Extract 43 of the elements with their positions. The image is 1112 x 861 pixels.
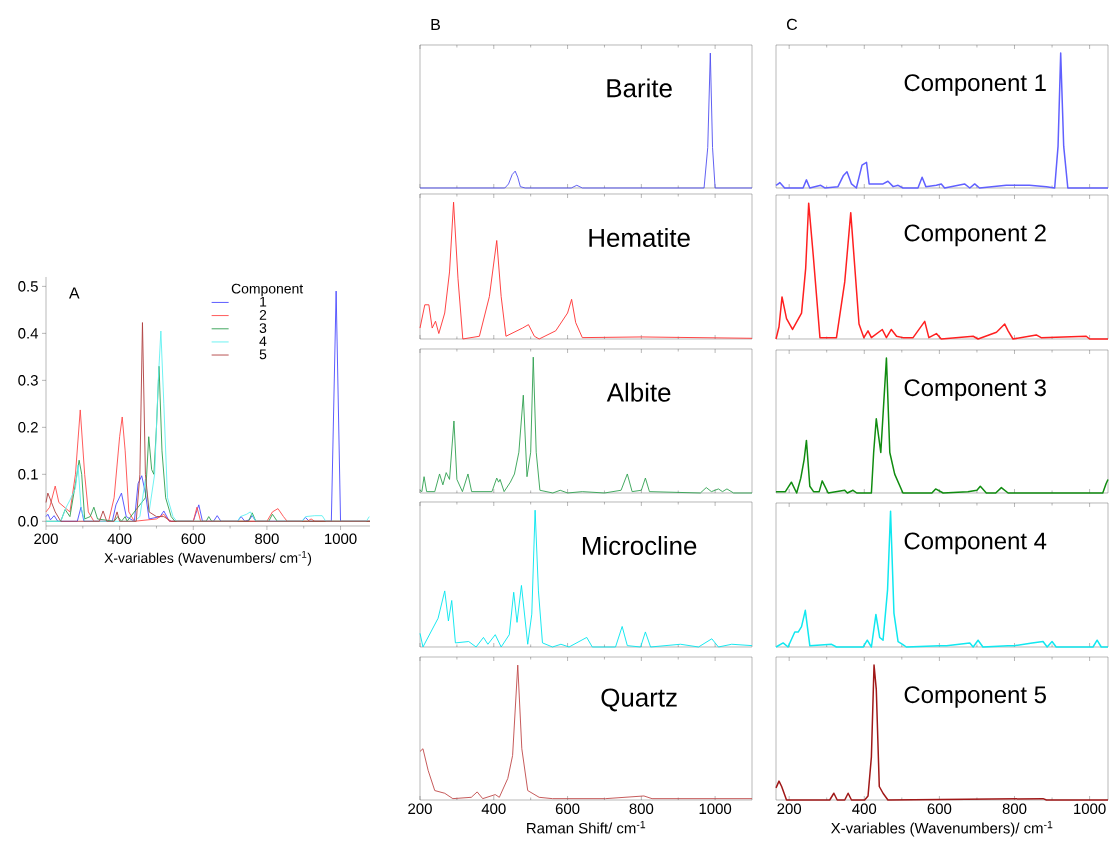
- text: Component 5: [904, 686, 1046, 708]
- legend-label: 4: [259, 336, 267, 346]
- x-tick-label: 400: [107, 533, 132, 545]
- x-tick-label: 800: [1002, 803, 1027, 815]
- x-tick-label: 600: [181, 533, 206, 545]
- x-axis-title: X-variables (Wavenumbers/ cm$^{-1}$): [104, 550, 312, 566]
- x-tick-label: 600: [927, 803, 952, 815]
- x-tick-label: 800: [255, 533, 279, 545]
- x-tick-label: 200: [408, 803, 432, 815]
- y-tick-label: 0.3: [18, 375, 38, 386]
- x-tick-label: 1000: [325, 533, 357, 545]
- x-tick-label: 1000: [699, 803, 732, 815]
- legend-label: 2: [259, 309, 267, 320]
- x-tick-label: 400: [481, 803, 506, 815]
- x-tick-label: 1000: [1074, 803, 1106, 815]
- text: Component 1: [904, 74, 1046, 96]
- text: B: [431, 19, 440, 31]
- text: Quartz: [601, 688, 677, 712]
- x-tick-label: 400: [852, 803, 877, 815]
- text: Component 4: [904, 532, 1047, 555]
- text: Albite: [606, 382, 671, 402]
- y-tick-label: 0.0: [18, 516, 38, 527]
- y-tick-label: 0.2: [18, 422, 38, 433]
- text: Hematite: [589, 227, 690, 247]
- text: Component 3: [904, 379, 1046, 401]
- x-tick-label: 800: [629, 803, 654, 815]
- legend-label: 1: [260, 296, 267, 307]
- y-tick-label: 0.4: [18, 328, 39, 339]
- x-axis-title: Raman Shift/ cm$^{-1}$: [527, 820, 646, 834]
- legend-label: 5: [259, 349, 267, 360]
- x-axis-title: X-variables (Wavenumbers)/ cm$^{-1}$: [831, 820, 1053, 837]
- y-tick-label: 0.1: [18, 469, 38, 480]
- x-tick-label: 200: [34, 533, 58, 545]
- legend-title: Component: [231, 283, 304, 297]
- legend-label: 3: [259, 323, 267, 334]
- text: Component 2: [904, 224, 1046, 247]
- y-tick-label: 0.5: [18, 281, 38, 292]
- text: C: [786, 18, 798, 31]
- text: Barite: [607, 78, 672, 98]
- annotation: A: [68, 287, 80, 299]
- text: Microcline: [582, 535, 697, 556]
- x-tick-label: 600: [555, 803, 580, 815]
- x-tick-label: 200: [777, 803, 802, 815]
